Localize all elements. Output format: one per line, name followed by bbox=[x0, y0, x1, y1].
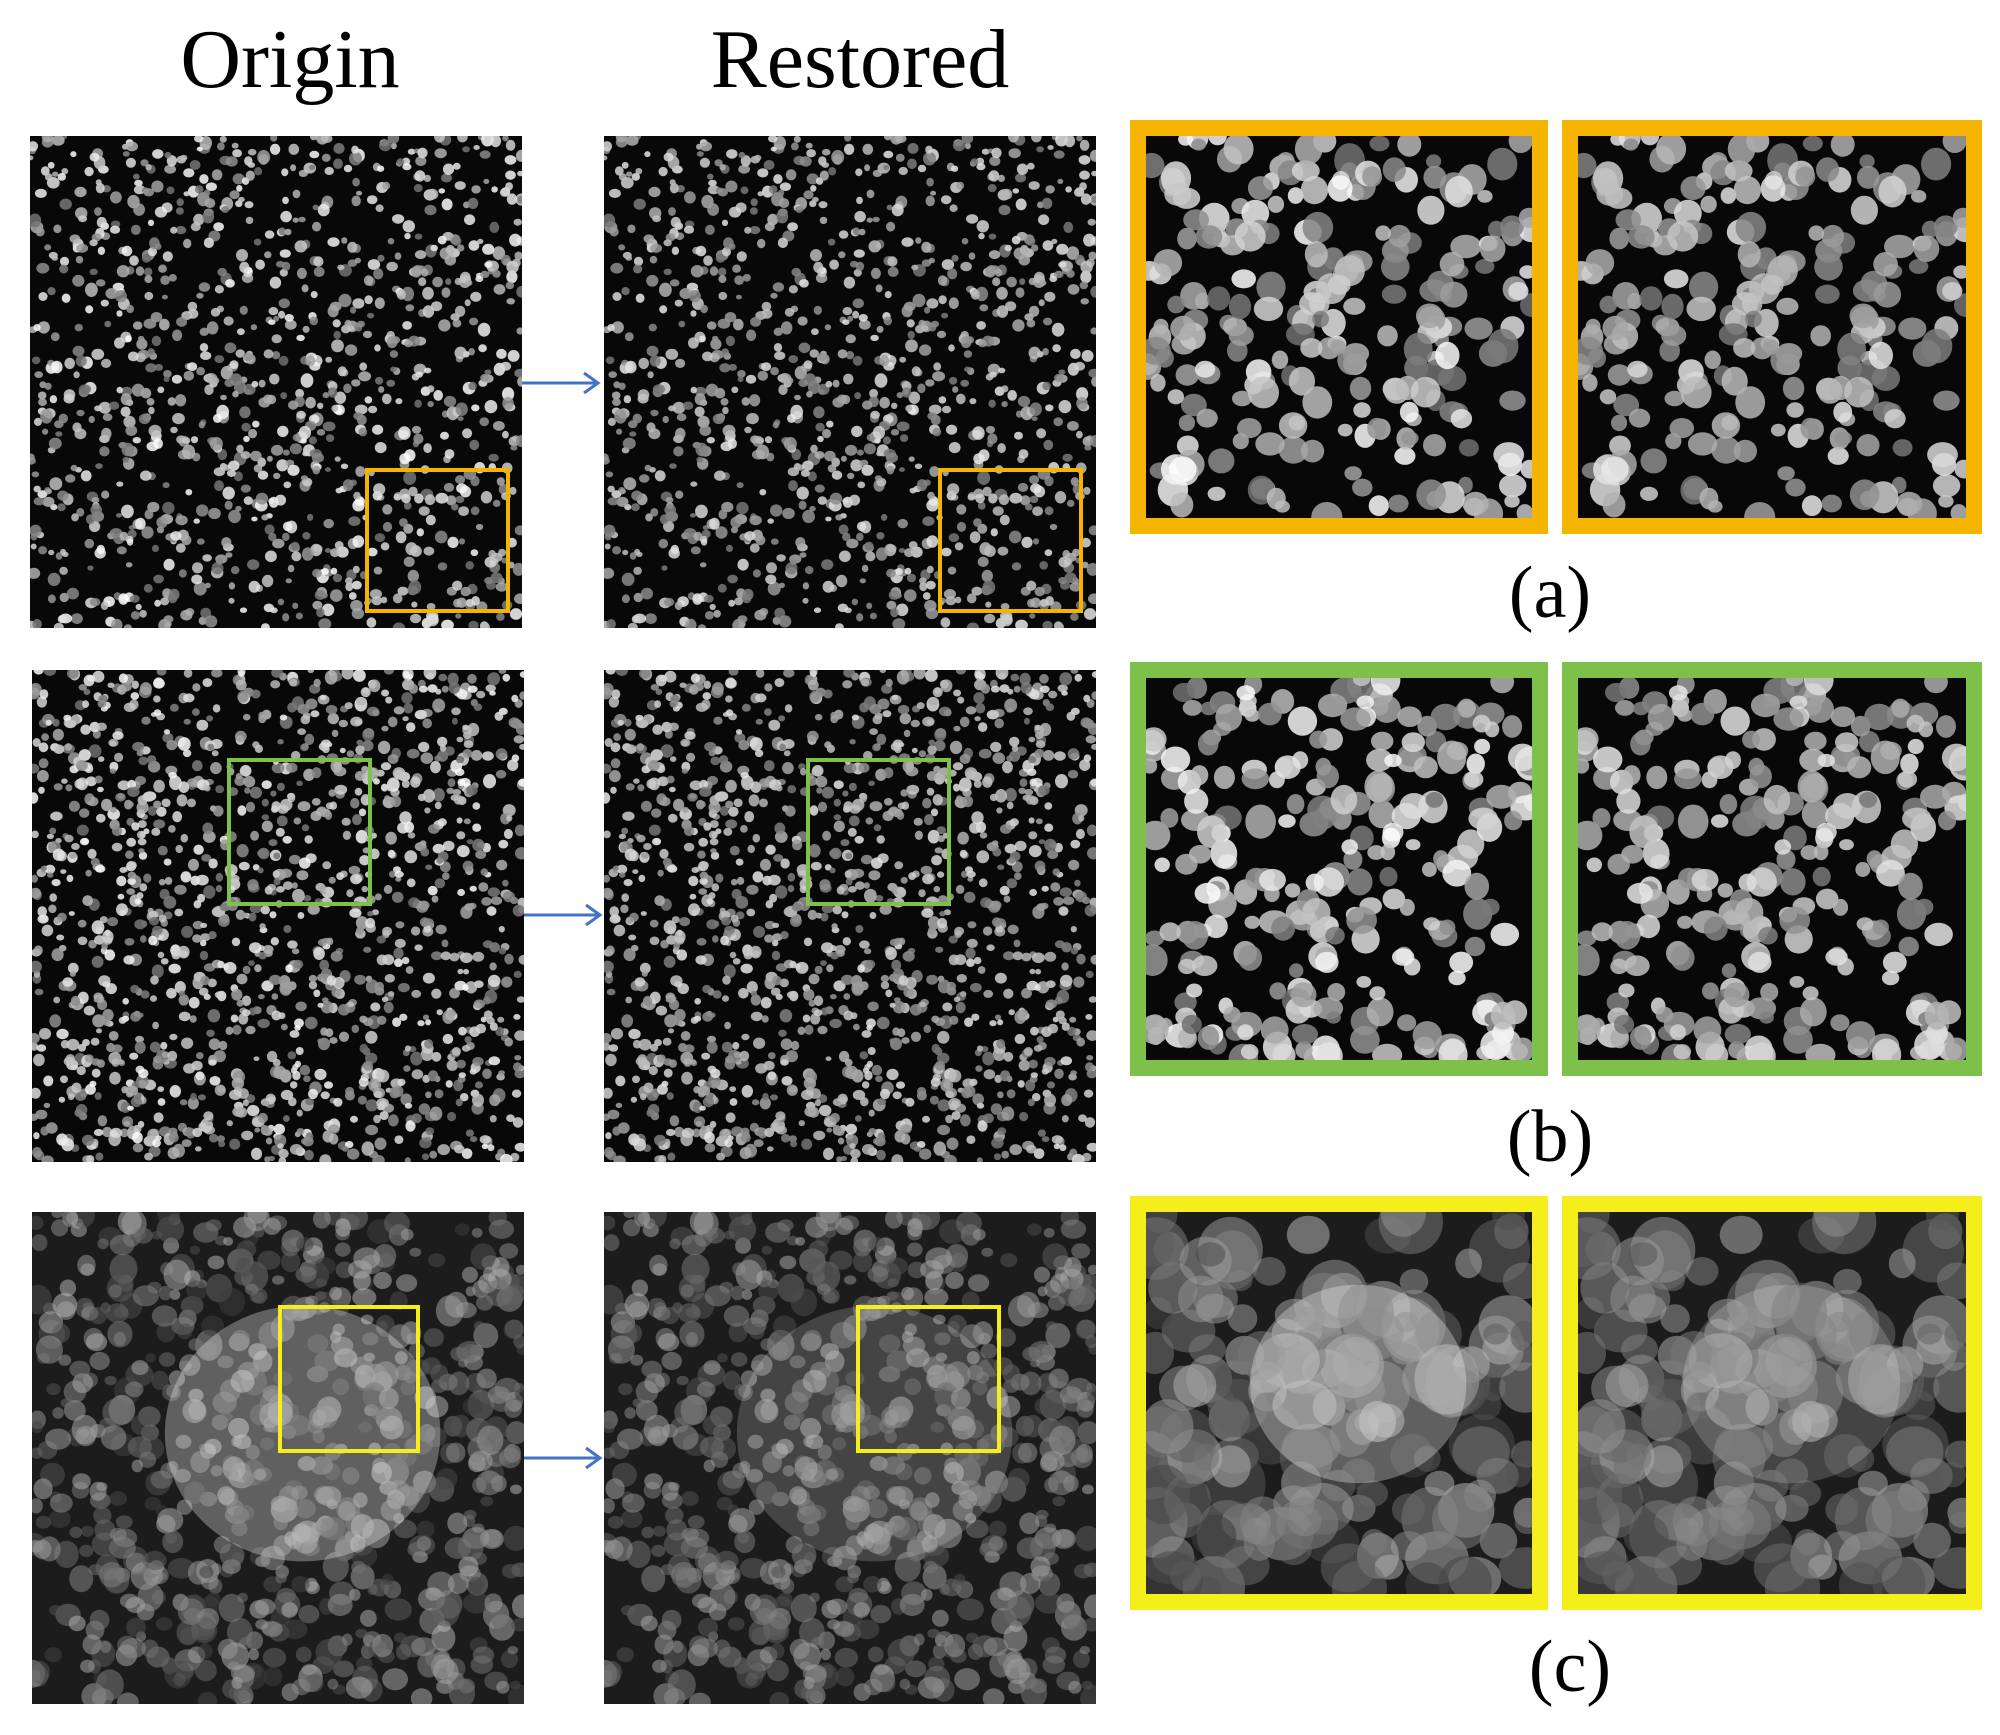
restored-image-a bbox=[604, 136, 1096, 628]
origin-image-c bbox=[32, 1212, 524, 1704]
panel-label-b: (b) bbox=[1506, 1096, 1594, 1178]
panel-label-a: (a) bbox=[1508, 552, 1592, 634]
roi-box-restored-b bbox=[806, 758, 951, 906]
origin-header: Origin bbox=[180, 13, 400, 106]
panel-label-c: (c) bbox=[1528, 1626, 1612, 1708]
roi-box-restored-a bbox=[938, 468, 1083, 613]
zoom-origin-a bbox=[1130, 120, 1548, 534]
roi-box-origin-a bbox=[365, 468, 510, 613]
origin-image-b bbox=[32, 670, 524, 1162]
zoom-origin-c bbox=[1130, 1196, 1548, 1610]
roi-box-origin-b bbox=[227, 758, 372, 906]
roi-box-restored-c bbox=[856, 1305, 1001, 1453]
arrow-icon-b bbox=[524, 903, 603, 927]
restored-header: Restored bbox=[710, 13, 1010, 106]
zoom-restored-a bbox=[1562, 120, 1982, 534]
zoom-origin-b bbox=[1130, 662, 1548, 1076]
roi-box-origin-c bbox=[278, 1305, 420, 1453]
restored-image-b bbox=[604, 670, 1096, 1162]
zoom-restored-b bbox=[1562, 662, 1982, 1076]
zoom-restored-c bbox=[1562, 1196, 1982, 1610]
origin-image-a bbox=[30, 136, 522, 628]
arrow-icon-a bbox=[522, 371, 601, 395]
arrow-icon-c bbox=[524, 1446, 603, 1470]
restored-image-c bbox=[604, 1212, 1096, 1704]
